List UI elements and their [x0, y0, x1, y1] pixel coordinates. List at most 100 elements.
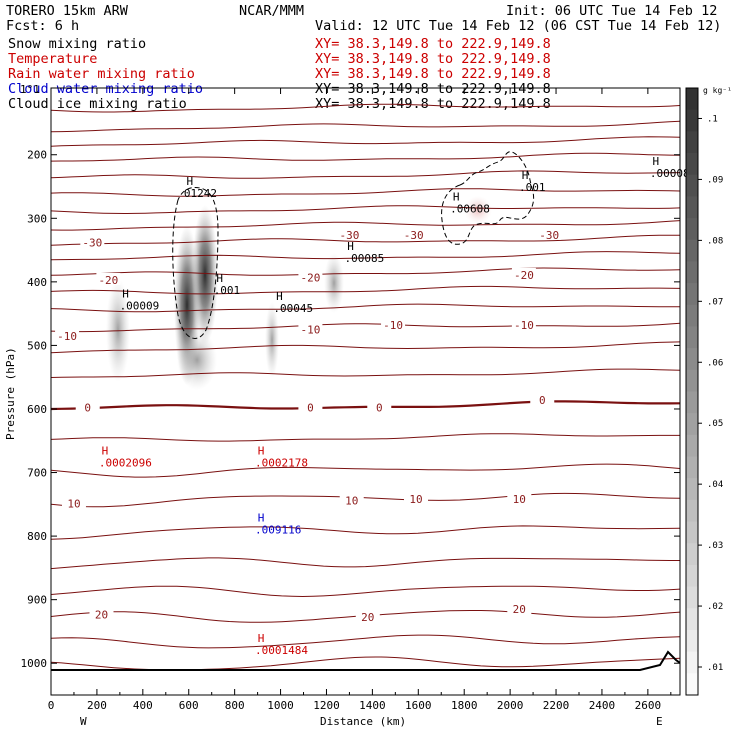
- isotherm-line: [51, 234, 680, 246]
- colorbar-segment: [686, 218, 698, 241]
- contour-label-bg: [404, 492, 429, 505]
- temperature-label-0-1: -30: [339, 229, 359, 242]
- snow-max-value-4: .00085: [345, 252, 385, 265]
- temperature-label-3-0: 0: [84, 402, 91, 415]
- colorbar-label-3: .04: [707, 480, 723, 490]
- colorbar-segment: [686, 283, 698, 306]
- temperature-label-1-0: -20: [98, 274, 118, 287]
- colorbar: .01 .02 .03 .04 .05 .06 .07 .08 .09 .1: [685, 87, 723, 696]
- snow-max-value-5: .00608: [450, 203, 490, 216]
- cloud-water-max-h-0: H: [258, 512, 265, 525]
- east-label: E: [656, 715, 663, 728]
- west-label: W: [80, 715, 87, 728]
- colorbar-segment: [686, 564, 698, 588]
- rain-max-value-0: .0002096: [99, 456, 152, 469]
- shade-snow-2c: [177, 330, 217, 390]
- isotherm-line: [51, 341, 680, 354]
- rain-max-value-1: .0002178: [255, 456, 308, 469]
- colorbar-label-6: .07: [707, 297, 723, 307]
- x-axis-ticks: 0 200 400 600 800 1000 1200 1400 1600 1800 2000 220…: [48, 88, 672, 712]
- field-snow-xy: XY= 38.3,149.8 to 222.9,149.8: [315, 36, 551, 52]
- isotherm-line: [51, 136, 680, 147]
- snow-max-h-3: H: [276, 290, 283, 303]
- colorbar-segment: [686, 499, 698, 523]
- rain-max-h-0: H: [102, 444, 109, 457]
- snow-max-h-4: H: [347, 240, 354, 253]
- temperature-label-4-3: 10: [513, 493, 526, 506]
- contour-label-bg: [89, 607, 114, 620]
- snow-max-h-1: H: [187, 175, 194, 188]
- isotherm-line: [51, 205, 680, 215]
- colorbar-segment: [686, 608, 698, 631]
- shade-snow-1: [106, 278, 130, 382]
- temperature-label-1-1: -20: [300, 271, 320, 284]
- colorbar-segment: [686, 153, 698, 176]
- colorbar-segment: [686, 88, 698, 111]
- contour-label-bg: [337, 227, 362, 240]
- temperature-label-0-0: -30: [82, 236, 102, 249]
- colorbar-label-5: .06: [707, 358, 723, 368]
- contour-label-bg: [298, 322, 323, 335]
- x-tick-label-3: 600: [179, 699, 199, 712]
- snow-max-h-5: H: [453, 191, 460, 204]
- colorbar-segment: [686, 543, 698, 566]
- temperature-label-0-3: -30: [539, 229, 559, 242]
- colorbar-segment: [686, 673, 698, 696]
- rain-max-value-2: .0001484: [255, 644, 308, 657]
- init-time: Init: 06 UTC Tue 14 Feb 12: [506, 3, 717, 19]
- x-tick-label-12: 2400: [589, 699, 616, 712]
- contour-label-bg: [61, 496, 86, 509]
- contour-label-bg: [507, 492, 532, 505]
- colorbar-segment: [686, 174, 698, 197]
- field-snow: Snow mixing ratio: [8, 36, 146, 52]
- snow-max-value-6: .001: [519, 181, 546, 194]
- shade-snow-5: [464, 196, 492, 224]
- colorbar-frame: [685, 87, 699, 696]
- isotherm-line: [51, 634, 680, 649]
- colorbar-segment: [686, 326, 698, 349]
- terrain-line: [51, 650, 680, 671]
- contour-labels: -30 -30 -30 -30 -20 -20 -20 -10 -10 -10 -10 0 0 0 0 10 1…: [55, 155, 690, 657]
- temperature-label-5-0: 20: [95, 608, 108, 621]
- x-tick-label-1: 200: [87, 699, 107, 712]
- snow-max-h-7: H: [653, 155, 660, 168]
- shade-snow-4: [324, 253, 344, 313]
- temperature-label-4-0: 10: [67, 498, 80, 511]
- snow-max-value-7: .00008: [650, 167, 690, 180]
- colorbar-segment: [686, 413, 698, 436]
- contour-label-bg: [298, 400, 323, 413]
- temperature-label-4-1: 10: [345, 495, 358, 508]
- field-cloud-ice: Cloud ice mixing ratio: [8, 96, 187, 112]
- isotherm-line: [51, 585, 680, 598]
- colorbar-segment: [686, 196, 698, 219]
- snow-max-value-3: .00045: [273, 302, 313, 315]
- temperature-label-2-2: -10: [383, 319, 403, 332]
- colorbar-segment: [686, 304, 698, 327]
- contour-label-bg: [298, 270, 323, 283]
- contour-label-bg: [75, 400, 100, 413]
- x-tick-label-7: 1400: [359, 699, 386, 712]
- colorbar-segment: [686, 434, 698, 458]
- temperature-contours: [51, 103, 680, 671]
- isotherm-line: [51, 463, 680, 478]
- plot-area: [51, 103, 680, 671]
- isotherm-line: [51, 322, 680, 333]
- field-temperature: Temperature: [8, 51, 97, 67]
- isotherm-line: [51, 120, 680, 133]
- x-tick-label-10: 2000: [497, 699, 524, 712]
- y-tick-label-3: 500: [27, 339, 47, 352]
- field-rain: Rain water mixing ratio: [8, 66, 195, 82]
- y-axis-label: Pressure (hPa): [4, 347, 17, 440]
- x-tick-label-6: 1200: [313, 699, 340, 712]
- isotherm-line: [51, 188, 680, 197]
- contour-label-bg: [401, 227, 426, 240]
- field-temperature-xy: XY= 38.3,149.8 to 222.9,149.8: [315, 51, 551, 67]
- contour-label-bg: [537, 227, 562, 240]
- colorbar-segment: [686, 478, 698, 501]
- y-tick-label-8: 1000: [21, 657, 48, 670]
- field-cloud-water-xy: XY= 38.3,149.8 to 222.9,149.8: [315, 81, 551, 97]
- colorbar-segment: [686, 369, 698, 392]
- colorbar-label-0: .01: [707, 663, 723, 673]
- isotherm-line: [51, 251, 680, 261]
